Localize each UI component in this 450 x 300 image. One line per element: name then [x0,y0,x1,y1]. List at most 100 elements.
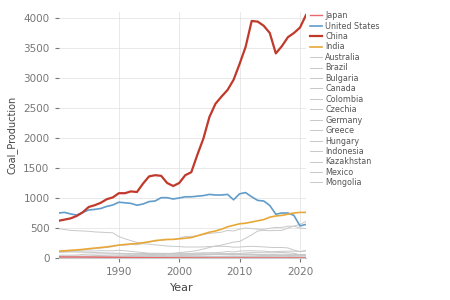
Colombia [153,254,158,257]
Hungary [297,256,303,260]
China [158,174,164,178]
Kazakhstan [183,251,188,255]
Indonesia [171,251,176,255]
Bulgaria [104,255,109,259]
Australia [68,250,73,253]
China [56,219,61,223]
United States [140,202,146,206]
Mongolia [249,254,254,258]
Australia [122,243,128,247]
Japan [201,256,206,260]
Colombia [164,254,170,258]
Mexico [261,256,266,259]
Czechia [128,252,134,256]
Colombia [231,252,236,255]
Bulgaria [153,255,158,259]
Germany [267,245,273,249]
Canada [110,252,116,256]
Kazakhstan [86,249,91,253]
Canada [176,252,182,256]
Indonesia [98,255,104,259]
Czechia [183,253,188,257]
Kazakhstan [195,251,200,255]
Japan [237,256,242,260]
India [110,244,116,248]
Germany [68,229,73,232]
India [86,247,91,250]
Colombia [243,251,248,255]
Mexico [74,256,79,259]
China [116,191,122,195]
Brazil [56,255,61,259]
Canada [249,252,254,256]
Brazil [243,255,248,258]
China [201,137,206,140]
United States [267,204,273,207]
Brazil [171,255,176,259]
Indonesia [153,252,158,256]
Indonesia [225,242,230,245]
Czechia [74,250,79,254]
China [255,20,261,23]
Japan [62,255,67,259]
Australia [189,235,194,238]
United States [122,201,128,205]
Czechia [195,253,200,257]
Indonesia [243,236,248,240]
India [201,232,206,236]
Colombia [207,253,212,256]
Kazakhstan [128,250,134,253]
Mongolia [255,254,261,258]
Bulgaria [74,254,79,258]
Japan [104,256,109,259]
Czechia [176,253,182,257]
Greece [207,252,212,256]
China [146,175,152,178]
Canada [225,252,230,256]
Hungary [56,254,61,258]
United States [213,193,218,197]
Australia [183,235,188,238]
Colombia [189,254,194,257]
Colombia [62,256,67,260]
Bulgaria [237,255,242,258]
Japan [231,256,236,260]
Brazil [225,254,230,258]
Japan [249,256,254,260]
Mexico [183,255,188,258]
Hungary [285,256,291,260]
Czechia [158,253,164,256]
Hungary [267,256,273,260]
Germany [207,245,212,248]
Kazakhstan [80,249,86,253]
Greece [74,254,79,258]
Canada [267,253,273,256]
Brazil [237,254,242,258]
Brazil [273,255,279,259]
United States [116,200,122,204]
Australia [128,243,134,246]
India [207,230,212,234]
Brazil [104,254,109,258]
Y-axis label: Coal_Production: Coal_Production [7,96,18,174]
Colombia [249,251,254,254]
China [243,45,248,49]
Mexico [80,256,86,259]
Australia [86,248,91,251]
Bulgaria [255,254,261,258]
United States [80,211,86,214]
India [128,242,134,246]
Bulgaria [279,254,284,258]
Czechia [255,253,261,257]
Indonesia [207,246,212,249]
Mongolia [297,253,303,257]
Kazakhstan [273,250,279,253]
Indonesia [56,256,61,260]
Germany [146,242,152,246]
Brazil [189,255,194,259]
Kazakhstan [74,249,79,253]
Mongolia [104,256,109,259]
Hungary [279,256,284,260]
Hungary [128,255,134,259]
Mongolia [158,256,164,260]
